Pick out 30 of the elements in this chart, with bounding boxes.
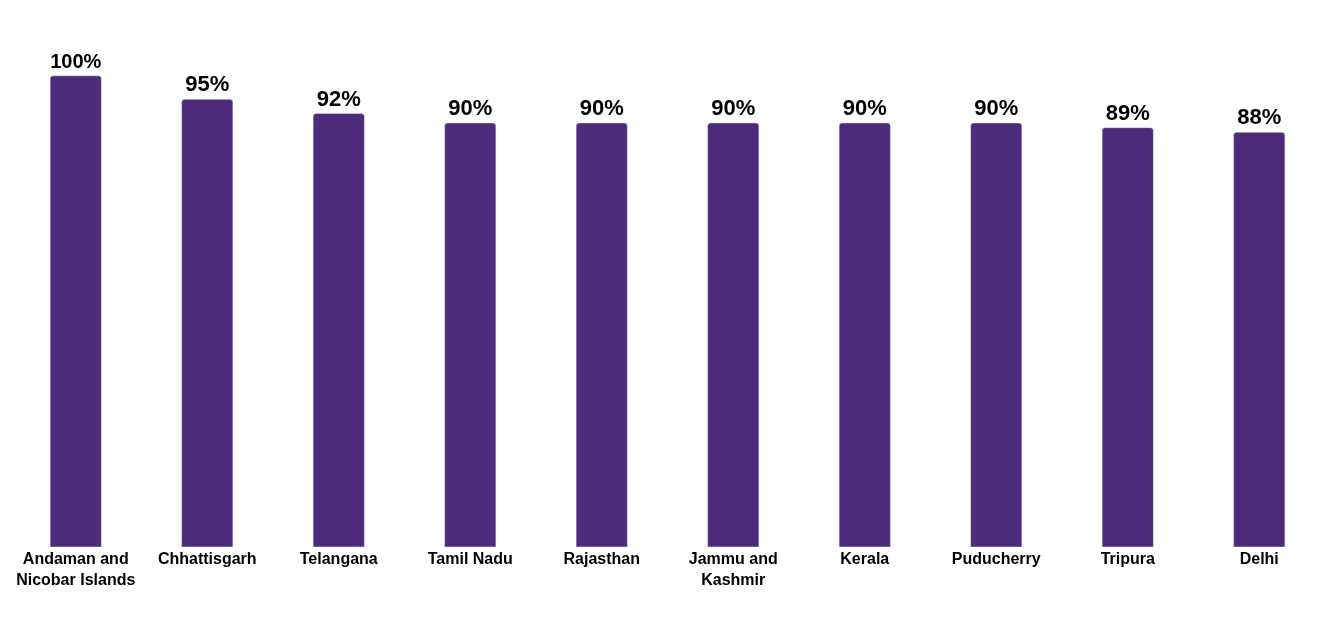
data-label: 90% <box>711 94 756 120</box>
x-tick-label: Rajasthan <box>563 550 640 567</box>
x-tick-label: Puducherry <box>951 550 1041 567</box>
bar <box>575 122 628 547</box>
bar <box>181 99 234 547</box>
bar <box>838 122 891 547</box>
bar <box>49 75 102 547</box>
bar <box>444 122 497 547</box>
bar <box>1233 132 1286 547</box>
bar <box>312 113 365 547</box>
x-tick-label: Tamil Nadu <box>427 550 513 567</box>
data-label: 89% <box>1105 99 1150 125</box>
bar <box>970 122 1023 547</box>
x-tick-label: Chhattisgarh <box>157 550 257 567</box>
data-label: 90% <box>579 94 624 120</box>
data-label: 90% <box>842 94 887 120</box>
x-tick-label: Kerala <box>840 550 890 567</box>
data-label: 92% <box>316 85 361 111</box>
data-label: 95% <box>185 71 230 97</box>
x-tick-label: Tripura <box>1100 550 1155 567</box>
x-tick-label: Delhi <box>1239 550 1279 567</box>
bar <box>707 122 760 547</box>
data-label: 100% <box>50 50 102 73</box>
x-tick-label: Andaman and Nicobar Islands <box>16 550 136 588</box>
data-label: 90% <box>974 94 1019 120</box>
x-tick-label: Jammu and Kashmir <box>688 550 778 588</box>
data-label: 90% <box>448 94 493 120</box>
data-label: 88% <box>1237 104 1282 130</box>
bar <box>1101 127 1154 547</box>
x-tick-label: Telangana <box>299 550 378 567</box>
